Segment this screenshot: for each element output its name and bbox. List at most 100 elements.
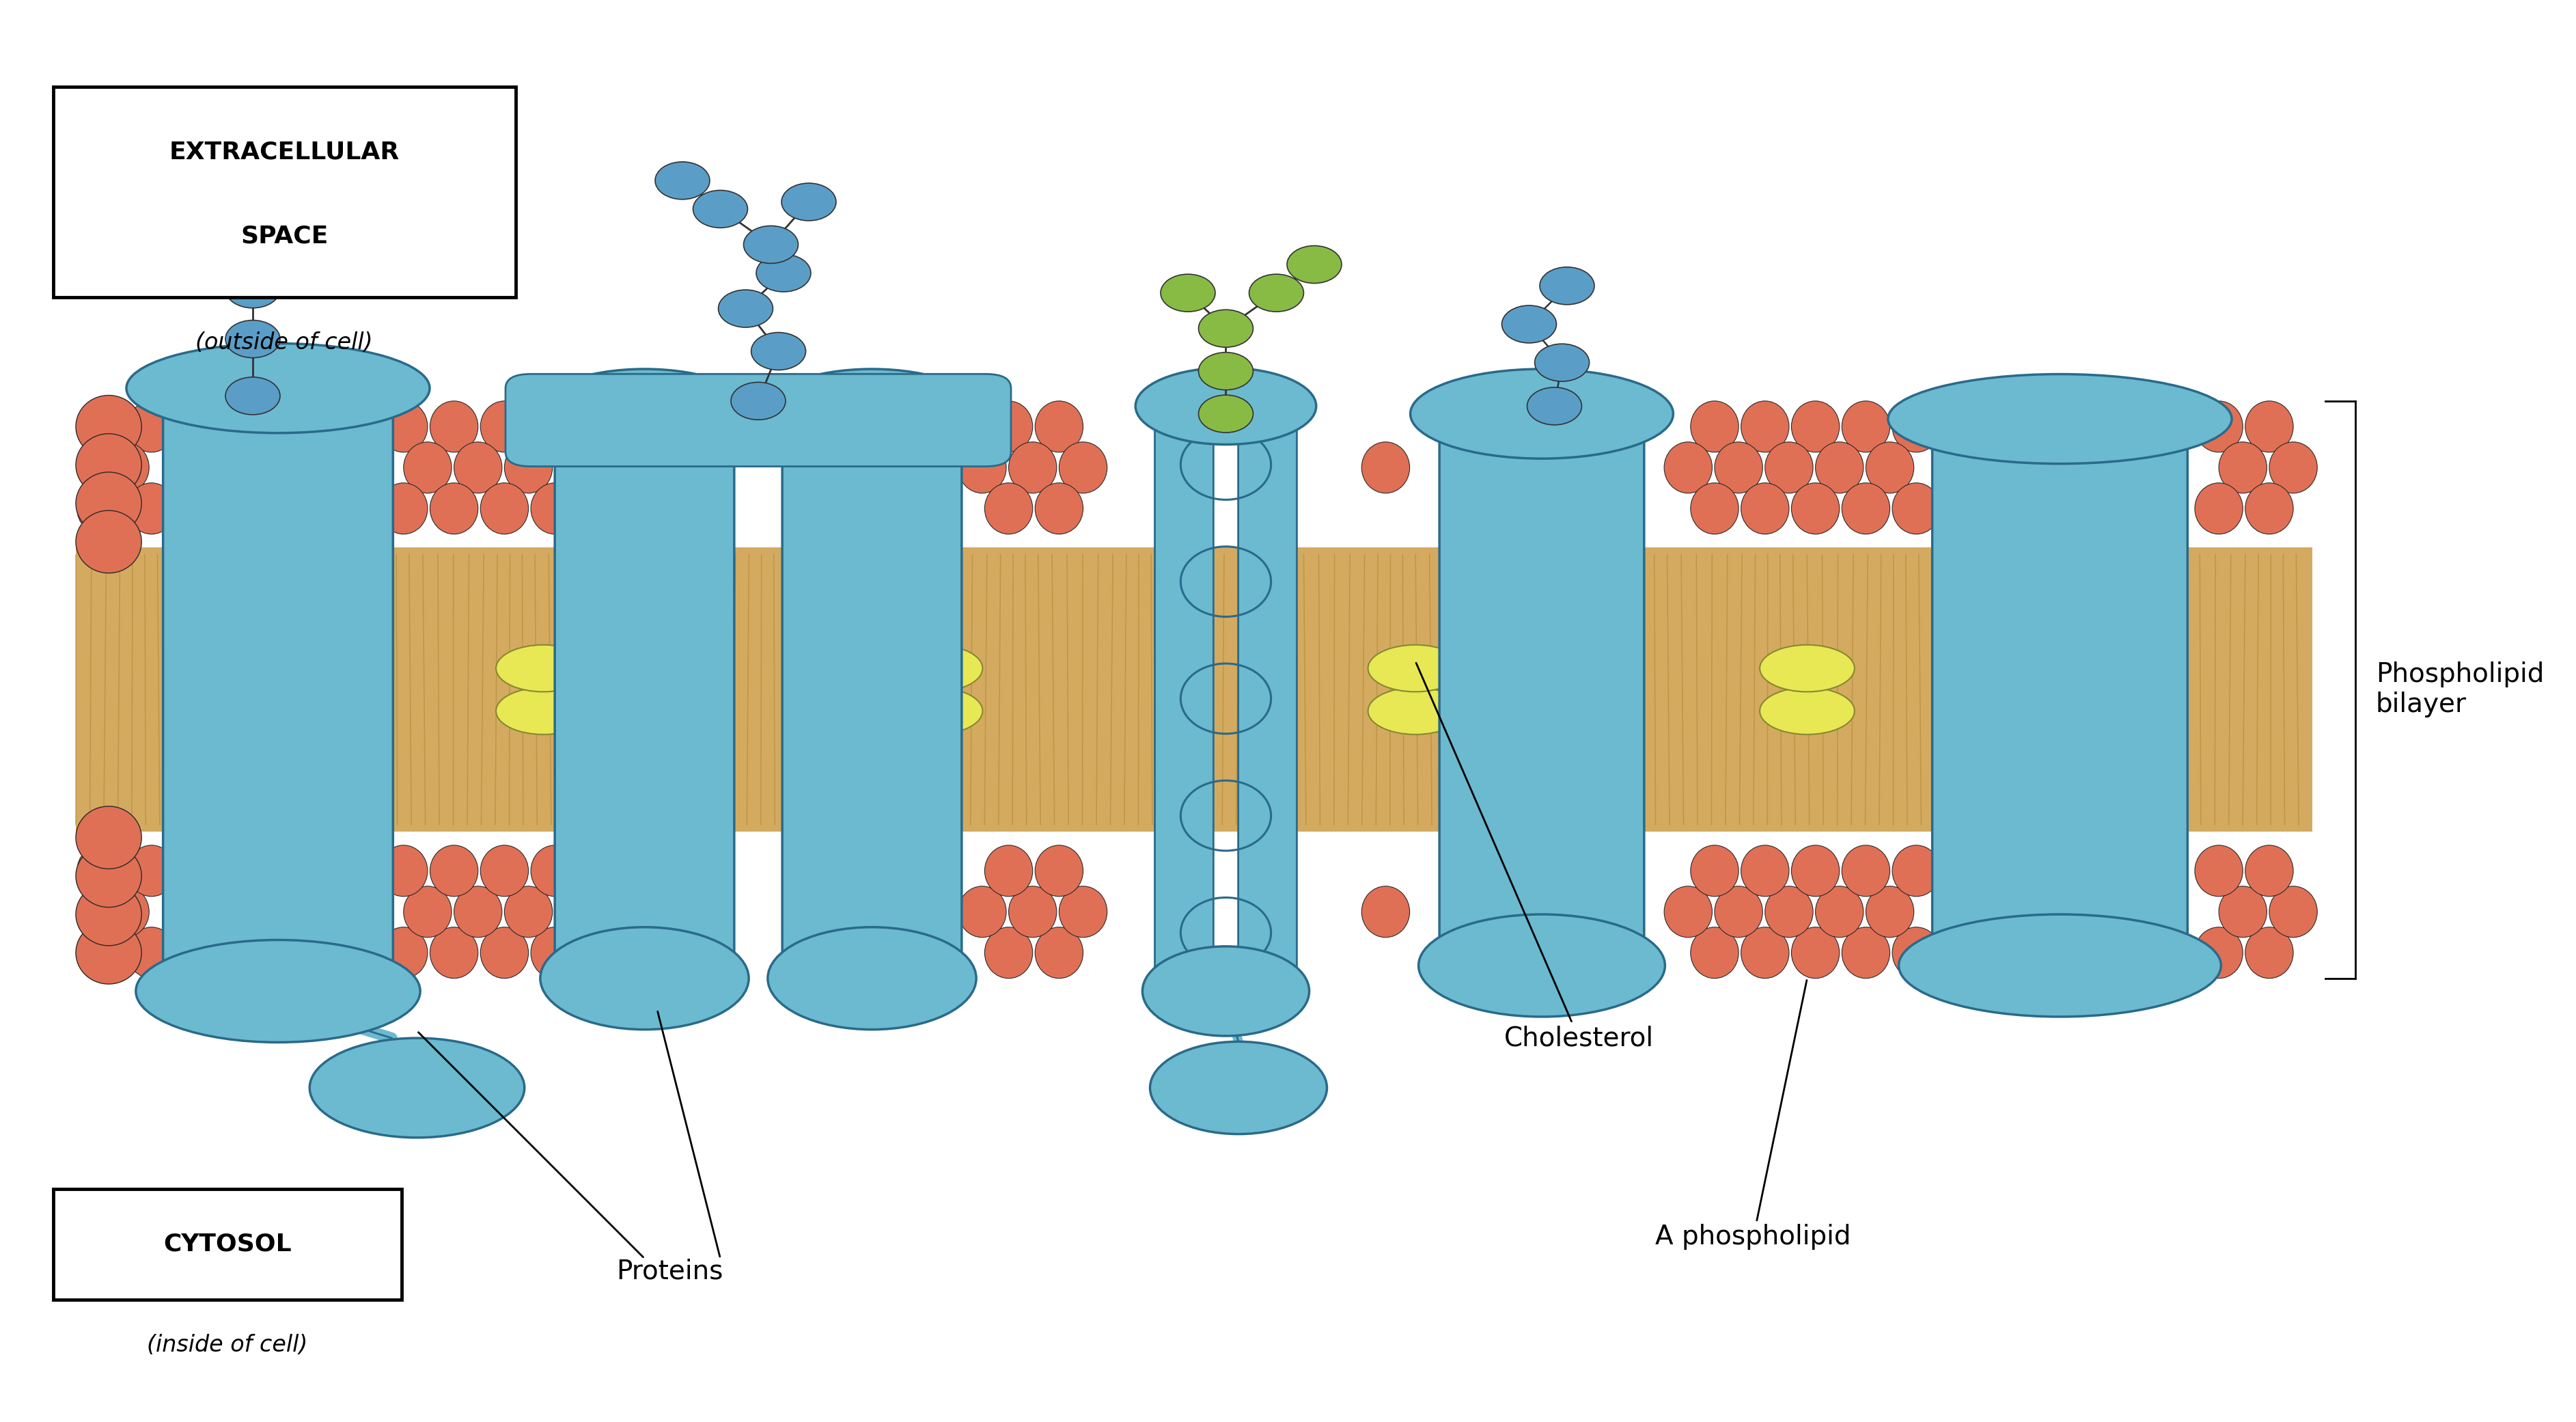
Ellipse shape [1535,344,1589,381]
Ellipse shape [2195,401,2244,452]
Ellipse shape [1765,886,1814,937]
Ellipse shape [479,401,528,452]
Ellipse shape [1759,644,1855,693]
Ellipse shape [137,940,420,1042]
Ellipse shape [1528,387,1582,425]
Ellipse shape [430,401,479,452]
Ellipse shape [77,401,126,452]
Ellipse shape [531,845,580,896]
Ellipse shape [1790,927,1839,978]
Ellipse shape [126,845,175,896]
Ellipse shape [75,472,142,535]
Ellipse shape [1790,845,1839,896]
Ellipse shape [1816,886,1862,937]
Ellipse shape [1198,310,1252,347]
Ellipse shape [533,370,755,458]
Ellipse shape [719,290,773,327]
Ellipse shape [77,927,126,978]
FancyBboxPatch shape [783,402,961,990]
Ellipse shape [227,270,281,309]
Ellipse shape [430,845,479,896]
Ellipse shape [1363,442,1409,493]
Ellipse shape [1690,927,1739,978]
Ellipse shape [126,343,430,432]
Ellipse shape [162,230,216,269]
Ellipse shape [227,377,281,415]
Ellipse shape [984,845,1033,896]
Ellipse shape [1664,886,1713,937]
Ellipse shape [430,483,479,535]
Ellipse shape [453,886,502,937]
Ellipse shape [1419,914,1664,1017]
Ellipse shape [126,927,175,978]
Ellipse shape [430,927,479,978]
Ellipse shape [1716,442,1762,493]
Ellipse shape [379,483,428,535]
FancyBboxPatch shape [183,402,374,977]
Ellipse shape [404,886,451,937]
Ellipse shape [1368,644,1463,693]
Ellipse shape [75,845,142,907]
Ellipse shape [1198,353,1252,390]
Ellipse shape [1790,483,1839,535]
Ellipse shape [752,333,806,370]
Ellipse shape [1893,401,1940,452]
Ellipse shape [531,401,580,452]
Ellipse shape [289,230,343,269]
Ellipse shape [1842,927,1891,978]
Ellipse shape [404,442,451,493]
FancyBboxPatch shape [1461,428,1623,951]
Text: EXTRACELLULAR: EXTRACELLULAR [170,141,399,164]
Ellipse shape [1036,927,1082,978]
Ellipse shape [77,483,126,535]
Ellipse shape [732,383,786,419]
Ellipse shape [958,442,1007,493]
Ellipse shape [1893,927,1940,978]
Ellipse shape [1409,370,1674,458]
Ellipse shape [2218,442,2267,493]
Bar [75,547,2313,832]
Ellipse shape [1368,688,1463,734]
Ellipse shape [541,927,750,1030]
Ellipse shape [75,395,142,458]
Ellipse shape [479,845,528,896]
Ellipse shape [1790,401,1839,452]
Ellipse shape [1716,886,1762,937]
Ellipse shape [453,442,502,493]
Ellipse shape [75,434,142,496]
Ellipse shape [984,401,1033,452]
Ellipse shape [1540,267,1595,304]
Ellipse shape [100,886,149,937]
Ellipse shape [654,162,711,199]
Ellipse shape [889,644,981,693]
Ellipse shape [889,688,981,734]
FancyBboxPatch shape [54,87,515,297]
Ellipse shape [2246,927,2293,978]
Text: Cholesterol: Cholesterol [1417,663,1654,1051]
FancyBboxPatch shape [1440,402,1643,977]
Ellipse shape [75,921,142,984]
Ellipse shape [1842,401,1891,452]
Ellipse shape [958,886,1007,937]
Ellipse shape [1059,886,1108,937]
Ellipse shape [757,255,811,292]
Ellipse shape [1141,947,1309,1035]
Ellipse shape [1893,845,1940,896]
Ellipse shape [505,886,551,937]
Ellipse shape [1741,401,1788,452]
Ellipse shape [497,644,590,693]
Ellipse shape [1249,274,1303,311]
Text: (outside of cell): (outside of cell) [196,331,374,354]
Ellipse shape [760,370,984,458]
Ellipse shape [1363,886,1409,937]
FancyBboxPatch shape [1239,400,1296,998]
Ellipse shape [2269,442,2318,493]
Ellipse shape [984,927,1033,978]
FancyBboxPatch shape [1932,408,2187,977]
Ellipse shape [379,927,428,978]
Ellipse shape [531,927,580,978]
Ellipse shape [505,442,551,493]
FancyBboxPatch shape [162,377,394,1003]
Ellipse shape [1765,442,1814,493]
FancyBboxPatch shape [1154,400,1213,998]
